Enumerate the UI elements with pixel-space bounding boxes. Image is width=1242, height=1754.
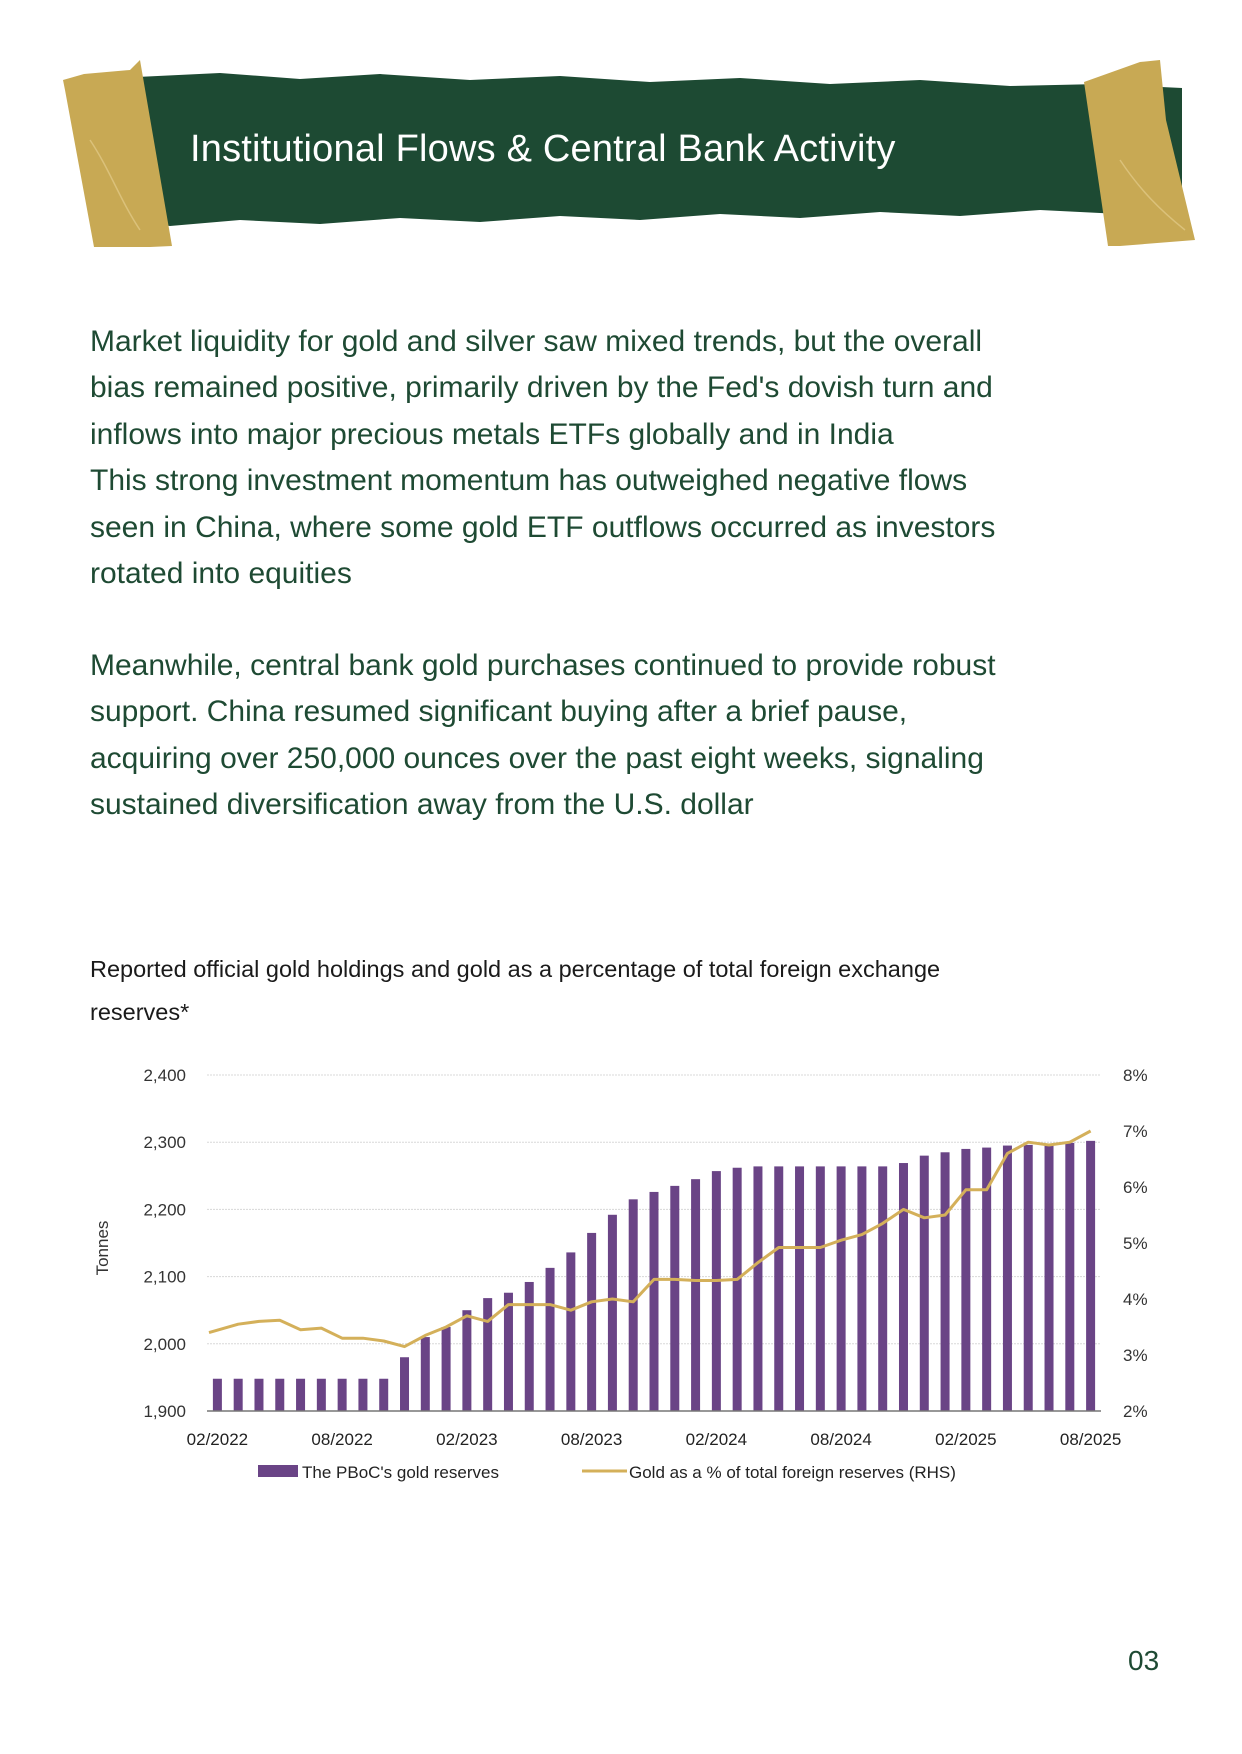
bar <box>1023 1144 1033 1411</box>
y2-tick-label: 3% <box>1123 1346 1148 1365</box>
page-number: 03 <box>1128 1645 1160 1676</box>
tape-right-icon <box>1084 60 1195 246</box>
text-line: This strong investment momentum has outw… <box>90 464 968 498</box>
bar <box>691 1179 701 1411</box>
y2-tick-label: 8% <box>1123 1066 1148 1085</box>
bar <box>545 1267 555 1411</box>
y-tick-label: 2,000 <box>143 1335 186 1354</box>
bar <box>566 1252 576 1411</box>
paragraph-central-banks: Meanwhile, central bank gold purchases c… <box>90 643 996 829</box>
bar <box>836 1166 846 1411</box>
bar <box>379 1378 389 1411</box>
bar <box>212 1378 222 1411</box>
bar <box>1065 1142 1075 1411</box>
x-tick-label: 02/2024 <box>686 1430 747 1449</box>
bar <box>503 1292 513 1411</box>
bar <box>711 1171 721 1411</box>
bar <box>753 1166 763 1411</box>
bar <box>940 1152 950 1411</box>
text-line: rotated into equities <box>90 557 352 591</box>
bar <box>649 1191 659 1411</box>
bar <box>628 1199 638 1411</box>
bar <box>296 1378 306 1411</box>
bar <box>483 1298 493 1411</box>
bar <box>670 1185 680 1411</box>
bar <box>254 1378 264 1411</box>
tape-left-icon <box>63 60 172 247</box>
bar <box>774 1166 784 1411</box>
legend-swatch-bars <box>258 1465 298 1477</box>
text-line: bias remained positive, primarily driven… <box>90 371 993 405</box>
x-tick-label: 08/2025 <box>1060 1430 1121 1449</box>
bar <box>898 1163 908 1411</box>
bar <box>919 1155 929 1411</box>
paragraph-market-liquidity: Market liquidity for gold and silver saw… <box>90 319 995 597</box>
bar <box>462 1310 472 1411</box>
text-line: Meanwhile, central bank gold purchases c… <box>90 649 996 682</box>
bar <box>275 1378 285 1411</box>
y2-tick-label: 4% <box>1123 1290 1148 1309</box>
bar <box>233 1378 243 1411</box>
y-tick-label: 2,400 <box>143 1066 186 1085</box>
y-tick-label: 2,300 <box>143 1133 186 1152</box>
legend-label-bars: The PBoC's gold reserves <box>302 1463 499 1482</box>
bar <box>524 1281 534 1411</box>
bar <box>1044 1143 1054 1411</box>
bar <box>400 1357 410 1411</box>
text-line: support. China resumed significant buyin… <box>90 695 908 729</box>
bar <box>316 1378 326 1411</box>
x-tick-label: 02/2023 <box>436 1430 497 1449</box>
chart-title-line: reserves* <box>90 999 190 1025</box>
legend-label-line: Gold as a % of total foreign reserves (R… <box>629 1463 956 1482</box>
y2-tick-label: 7% <box>1123 1122 1148 1141</box>
text-line: sustained diversification away from the … <box>90 788 754 822</box>
text-line: acquiring over 250,000 ounces over the p… <box>90 741 984 775</box>
y2-tick-label: 6% <box>1123 1178 1148 1197</box>
bar <box>1086 1140 1096 1411</box>
y-tick-label: 2,100 <box>143 1268 186 1287</box>
bar <box>607 1214 617 1411</box>
gold-reserves-chart: 1,900 2,000 2,100 2,200 2,300 2,400 2% 3% 4% 5% 6%… <box>93 1066 1148 1482</box>
bar <box>1002 1145 1012 1411</box>
chart-title-line: Reported official gold holdings and gold… <box>90 956 941 982</box>
bar <box>857 1166 867 1411</box>
text-line: seen in China, where some gold ETF outfl… <box>90 510 996 544</box>
chart-title: Reported official gold holdings and gold… <box>90 948 940 1034</box>
y-tick-label: 1,900 <box>143 1402 186 1421</box>
page-title: Institutional Flows & Central Bank Activ… <box>190 128 896 170</box>
y2-tick-label: 5% <box>1123 1234 1148 1253</box>
banner-background <box>137 73 1182 226</box>
x-tick-label: 08/2023 <box>561 1430 622 1449</box>
bar <box>795 1166 805 1411</box>
title-banner <box>63 60 1195 247</box>
bar <box>815 1166 825 1411</box>
bar <box>878 1166 888 1411</box>
bar <box>961 1148 971 1411</box>
bar <box>337 1378 347 1411</box>
bar <box>587 1232 597 1411</box>
bar <box>982 1147 992 1411</box>
text-line: inflows into major precious metals ETFs … <box>90 417 894 451</box>
bar <box>420 1337 430 1411</box>
x-tick-label: 02/2022 <box>187 1430 248 1449</box>
bar <box>732 1167 742 1411</box>
y2-tick-label: 2% <box>1123 1402 1148 1421</box>
text-line: Market liquidity for gold and silver saw… <box>90 325 983 358</box>
y-axis-label: Tonnes <box>93 1221 112 1276</box>
x-tick-label: 02/2025 <box>935 1430 996 1449</box>
x-tick-label: 08/2022 <box>311 1430 372 1449</box>
bar <box>358 1378 368 1411</box>
y-tick-label: 2,200 <box>143 1200 186 1219</box>
bar <box>441 1327 451 1411</box>
x-tick-label: 08/2024 <box>810 1430 871 1449</box>
